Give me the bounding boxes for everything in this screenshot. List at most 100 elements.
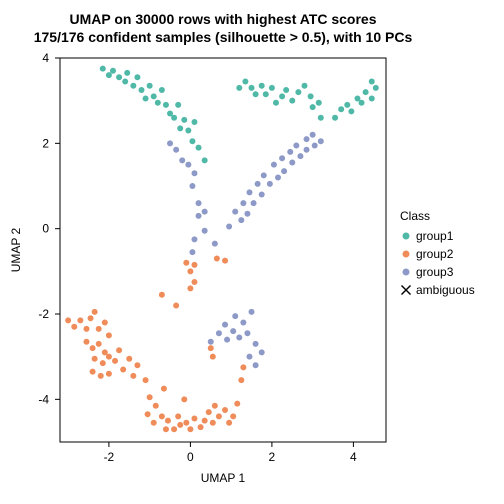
point-group3 [279,155,285,161]
point-group3 [191,236,197,242]
point-group2 [191,279,197,285]
point-group2 [100,360,106,366]
point-group3 [318,138,324,144]
point-group2 [202,418,208,424]
point-group1 [130,83,136,89]
point-group2 [83,339,89,345]
point-group3 [230,328,236,334]
point-group2 [208,345,214,351]
y-tick-label: 2 [42,136,49,150]
point-group3 [249,309,255,315]
legend-label-group1: group1 [416,229,454,243]
point-group2 [92,309,98,315]
point-group2 [191,416,197,422]
point-group2 [161,386,167,392]
legend-swatch-group3 [403,269,410,276]
legend-swatch-group1 [403,233,410,240]
point-group1 [139,87,145,93]
point-group1 [175,102,181,108]
point-group2 [173,302,179,308]
point-group1 [147,83,153,89]
point-group1 [259,83,265,89]
point-group1 [249,85,255,91]
point-group2 [171,426,177,432]
x-tick-label: -2 [104,450,115,464]
point-group2 [134,362,140,368]
point-group2 [130,373,136,379]
point-group2 [92,356,98,362]
point-group3 [261,172,267,178]
point-group2 [112,358,118,364]
x-tick-label: 4 [350,450,357,464]
point-group2 [151,420,157,426]
point-group3 [167,140,173,146]
point-group2 [71,324,77,330]
point-group3 [310,132,316,138]
point-group3 [244,330,250,336]
title-line-2: 175/176 confident samples (silhouette > … [34,29,413,45]
point-group1 [316,100,322,106]
point-group3 [240,200,246,206]
point-group1 [295,89,301,95]
point-group2 [77,317,83,323]
point-group1 [289,98,295,104]
point-group3 [281,168,287,174]
point-group2 [143,377,149,383]
point-group3 [216,330,222,336]
point-group1 [100,66,106,72]
point-group3 [246,189,252,195]
point-group1 [116,74,122,80]
point-group1 [338,106,344,112]
point-group1 [348,108,354,114]
point-group3 [189,183,195,189]
point-group3 [208,339,214,345]
point-group3 [226,224,232,230]
point-group3 [271,162,277,168]
point-group2 [120,366,126,372]
point-group2 [222,407,228,413]
legend-label-group2: group2 [416,247,454,261]
point-group2 [153,403,159,409]
point-group2 [147,394,153,400]
point-group1 [242,78,248,84]
point-group3 [238,217,244,223]
point-group2 [106,332,112,338]
point-group1 [369,78,375,84]
point-group1 [181,117,187,123]
point-group3 [236,334,242,340]
point-group3 [259,192,265,198]
point-group1 [253,91,259,97]
point-group2 [145,411,151,417]
point-group2 [183,420,189,426]
point-group1 [151,93,157,99]
point-group1 [236,85,242,91]
point-group2 [177,422,183,428]
x-tick-label: 0 [187,450,194,464]
point-group2 [210,420,216,426]
point-group2 [181,396,187,402]
point-group1 [177,125,183,131]
point-group3 [196,200,202,206]
point-group3 [212,241,218,247]
point-group2 [240,364,246,370]
point-group1 [318,115,324,121]
legend-swatch-group2 [403,251,410,258]
point-group1 [283,87,289,93]
y-tick-label: 4 [42,51,49,65]
y-axis-label: UMAP 2 [9,227,23,272]
point-group2 [106,371,112,377]
point-group3 [232,313,238,319]
point-group1 [122,78,128,84]
x-tick-label: 2 [269,450,276,464]
point-group3 [287,149,293,155]
point-group2 [90,369,96,375]
point-group3 [224,337,230,343]
point-group2 [222,258,228,264]
point-group2 [191,262,197,268]
point-group3 [185,162,191,168]
point-group1 [310,104,316,110]
point-group1 [363,89,369,95]
point-group3 [244,211,250,217]
x-axis-label: UMAP 1 [201,471,246,485]
point-group2 [90,345,96,351]
